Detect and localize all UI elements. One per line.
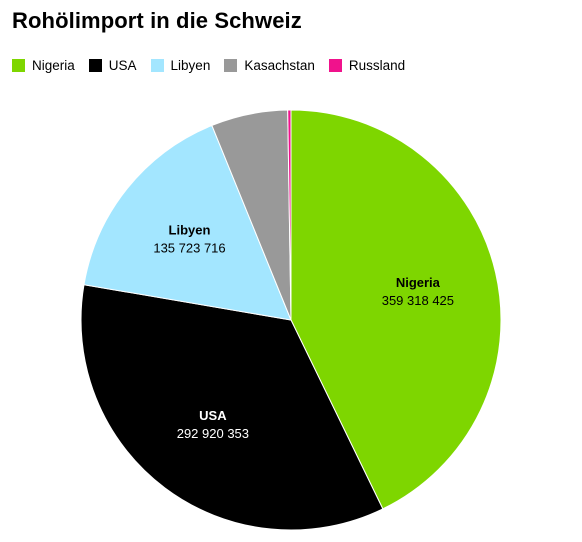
legend-swatch-usa <box>88 59 102 72</box>
legend-swatch-libyen <box>150 59 164 72</box>
legend-label-russland: Russland <box>348 58 406 73</box>
slice-value-libyen: 135 723 716 <box>153 240 225 255</box>
slice-value-usa: 292 920 353 <box>177 426 249 441</box>
slice-value-nigeria: 359 318 425 <box>382 293 454 308</box>
legend-label-nigeria: Nigeria <box>32 58 75 73</box>
legend-swatch-kasachstan <box>224 59 238 72</box>
slice-label-libyen: Libyen <box>169 222 211 237</box>
pie-slice-nigeria <box>290 109 502 510</box>
pie-slice-russland <box>287 109 292 321</box>
legend-item-nigeria: Nigeria <box>12 58 75 73</box>
chart-title: Rohölimport in die Schweiz <box>12 8 302 33</box>
legend-label-usa: USA <box>108 58 137 73</box>
slice-label-nigeria: Nigeria <box>396 275 441 290</box>
legend-label-kasachstan: Kasachstan <box>244 58 315 73</box>
legend: Nigeria USA Libyen Kasachstan Russland <box>12 58 419 73</box>
slice-label-usa: USA <box>199 408 227 423</box>
legend-item-libyen: Libyen <box>150 58 211 73</box>
legend-item-russland: Russland <box>328 58 406 73</box>
legend-swatch-nigeria <box>12 59 25 72</box>
pie-slice-usa <box>80 284 384 531</box>
legend-label-libyen: Libyen <box>170 58 211 73</box>
legend-item-kasachstan: Kasachstan <box>224 58 315 73</box>
legend-item-usa: USA <box>88 58 137 73</box>
pie-slice-libyen <box>83 124 292 321</box>
legend-swatch-russland <box>328 59 342 72</box>
